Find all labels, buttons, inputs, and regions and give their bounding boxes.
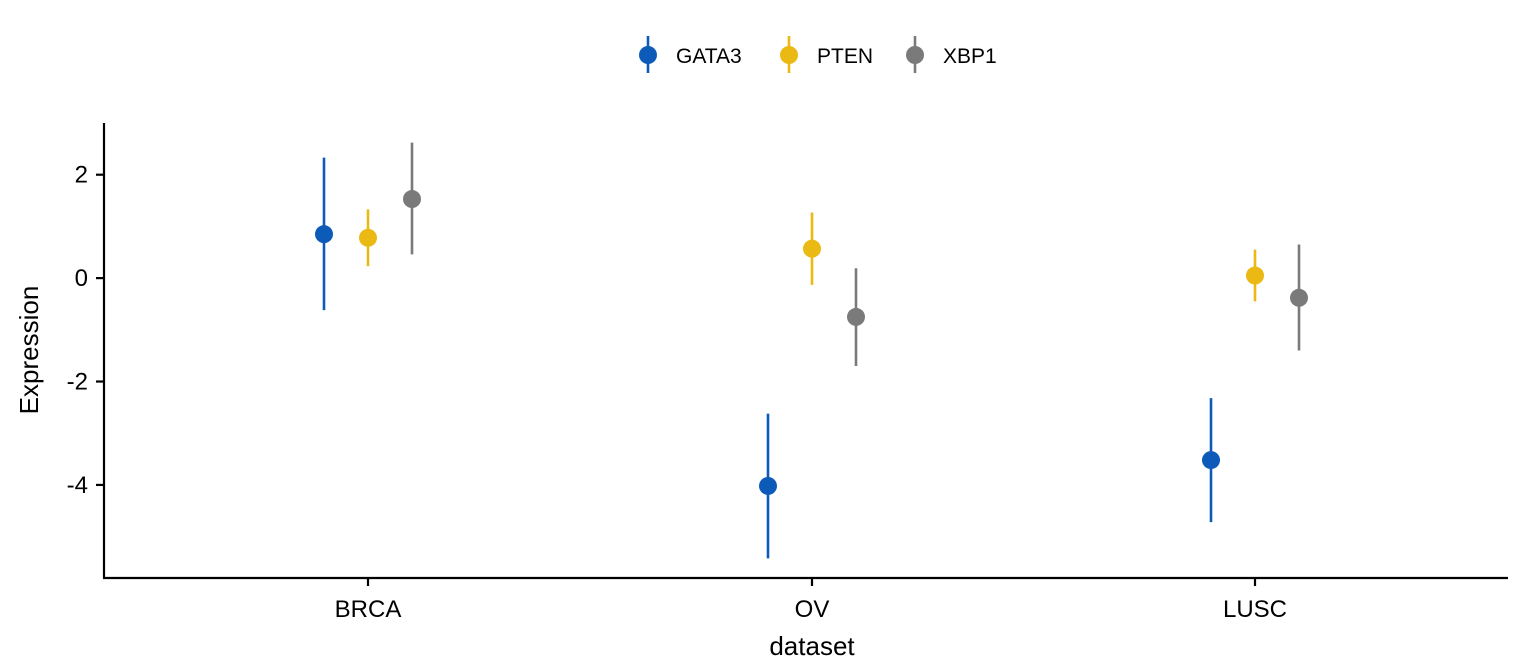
legend: GATA3 PTEN XBP1 [639, 36, 997, 73]
legend-key-point-xbp1 [906, 46, 924, 64]
y-tick-label: 0 [75, 265, 88, 292]
legend-label-gata3: GATA3 [676, 45, 742, 68]
x-axis: BRCA OV LUSC [103, 576, 1508, 623]
point-pten [1246, 266, 1264, 285]
point-gata3 [1202, 451, 1220, 470]
legend-key-point-pten [780, 46, 798, 64]
point-gata3 [759, 476, 777, 495]
point-xbp1 [403, 190, 421, 209]
y-tick-label: -2 [67, 369, 88, 396]
x-tick-label: LUSC [1223, 596, 1287, 623]
legend-key-point-gata3 [639, 46, 657, 64]
y-tick-label: -4 [67, 472, 88, 499]
y-axis: -4 -2 0 2 [67, 123, 106, 578]
point-gata3 [315, 225, 333, 244]
point-pten [359, 228, 377, 247]
legend-label-pten: PTEN [817, 45, 873, 68]
point-xbp1 [847, 307, 865, 326]
y-axis-title: Expression [14, 286, 44, 415]
legend-label-xbp1: XBP1 [943, 45, 997, 68]
point-xbp1 [1290, 288, 1308, 307]
y-tick-label: 2 [75, 162, 88, 189]
plot-marks [315, 142, 1308, 559]
x-tick-label: OV [795, 596, 830, 623]
x-tick-label: BRCA [335, 596, 402, 623]
x-axis-title: dataset [769, 631, 855, 661]
point-pten [803, 239, 821, 258]
